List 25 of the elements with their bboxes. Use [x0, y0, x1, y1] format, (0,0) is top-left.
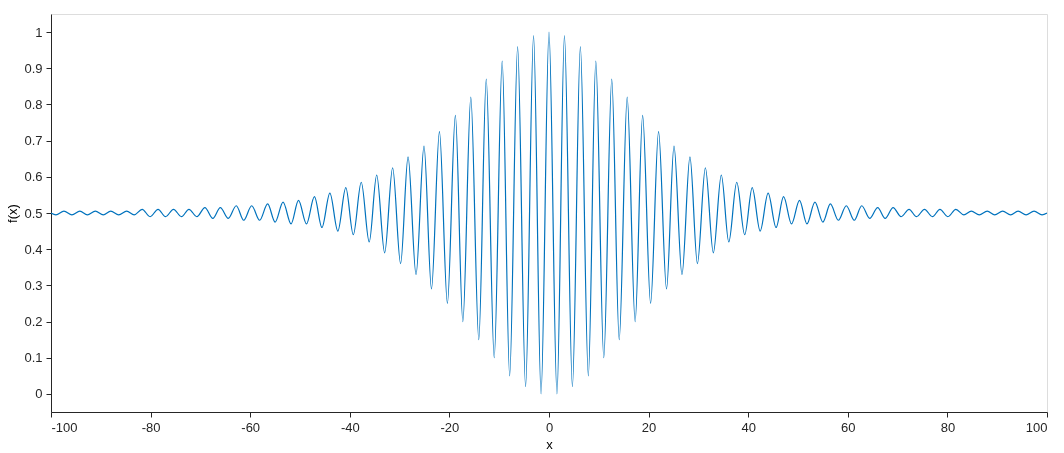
- y-tick-label: 0.5: [24, 205, 43, 221]
- y-tick-label: 0.3: [24, 277, 43, 293]
- x-tick-label: 60: [841, 419, 856, 435]
- y-tick-label: 0: [35, 386, 43, 402]
- x-tick-label: -80: [141, 419, 161, 435]
- x-tick-label: 100: [1025, 419, 1048, 435]
- y-tick-label: 0.1: [24, 350, 43, 366]
- y-tick-label: 0.7: [24, 133, 43, 149]
- line-series: [51, 31, 1047, 395]
- y-tick-label: 0.9: [24, 60, 43, 76]
- x-tick-label: 80: [940, 419, 956, 435]
- x-axis-title: x: [546, 436, 554, 452]
- y-tick-label: 0.6: [24, 169, 43, 185]
- x-tick-label: -60: [241, 419, 261, 435]
- y-tick-label: 0.4: [24, 241, 43, 257]
- y-tick-label: 0.2: [24, 314, 43, 330]
- x-tick-label: 0: [545, 419, 554, 435]
- x-tick-label: 40: [741, 419, 756, 435]
- y-tick-label: 1: [35, 24, 43, 40]
- x-tick-label: -40: [340, 419, 360, 435]
- y-tick-label: 0.8: [24, 96, 43, 112]
- x-tick-label: -100: [51, 419, 78, 435]
- x-tick-label: 20: [641, 419, 657, 435]
- y-axis-title: f(x): [5, 204, 21, 223]
- x-tick-label: -20: [440, 419, 460, 435]
